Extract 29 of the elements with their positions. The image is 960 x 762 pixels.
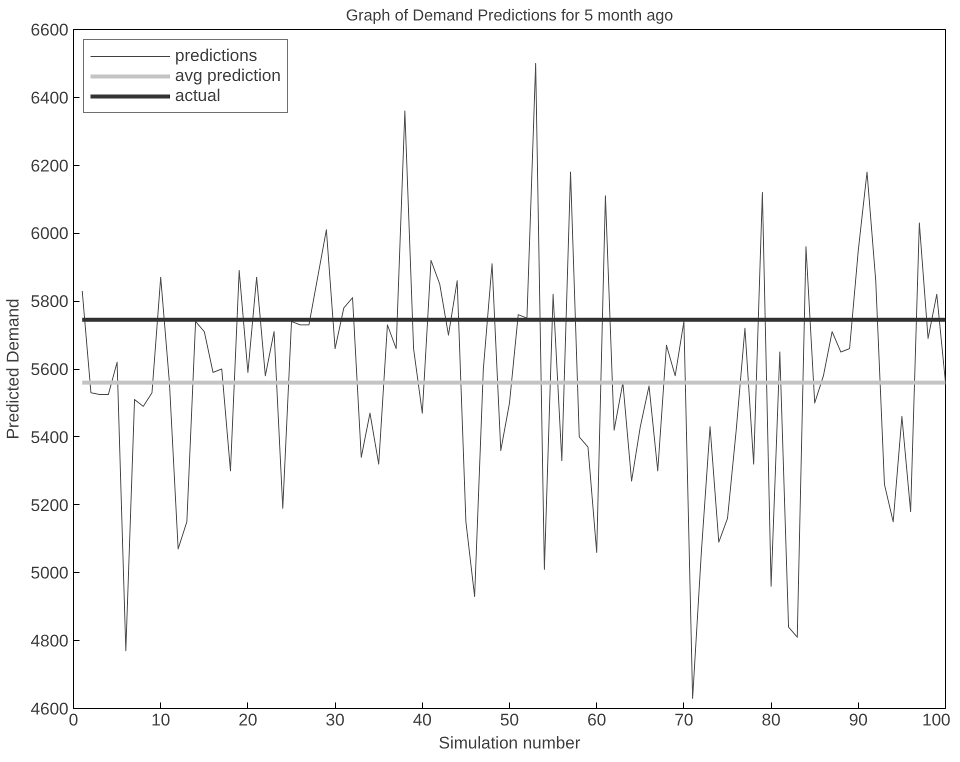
x-axis-title: Simulation number	[438, 734, 581, 752]
x-tick-label: 40	[412, 710, 432, 730]
y-axis-title: Predicted Demand	[4, 298, 23, 440]
x-tick-label: 60	[587, 710, 606, 730]
y-tick-label: 4600	[30, 700, 69, 718]
legend-label: avg prediction	[175, 66, 281, 86]
y-tick-label: 5600	[30, 360, 69, 379]
x-tick-label: 20	[238, 710, 258, 730]
x-tick-label: 10	[151, 710, 170, 730]
x-tick-label: 70	[674, 710, 694, 730]
y-tick-label: 6400	[30, 88, 69, 108]
y-tick-label: 6000	[30, 224, 69, 244]
x-tick-label: 30	[326, 710, 345, 730]
x-tick-label: 80	[762, 710, 781, 730]
line-series	[82, 62, 946, 699]
x-tick-label: 90	[848, 710, 868, 730]
y-tick-label: 5800	[30, 292, 69, 312]
y-tick-label: 4800	[30, 632, 69, 651]
y-tick-label: 5200	[30, 496, 69, 515]
x-tick-label: 50	[500, 710, 519, 730]
legend-label: actual	[175, 86, 220, 106]
legend-label: predictions	[175, 46, 258, 66]
y-tick-label: 6200	[30, 156, 69, 176]
y-tick-label: 6600	[30, 20, 69, 40]
y-tick-label: 5000	[30, 564, 69, 583]
x-tick-label: 0	[68, 710, 78, 730]
x-tick-label: 100	[922, 710, 951, 730]
chart-title: Graph of Demand Predictions for 5 month ago	[346, 8, 674, 24]
y-tick-label: 5400	[30, 428, 69, 447]
